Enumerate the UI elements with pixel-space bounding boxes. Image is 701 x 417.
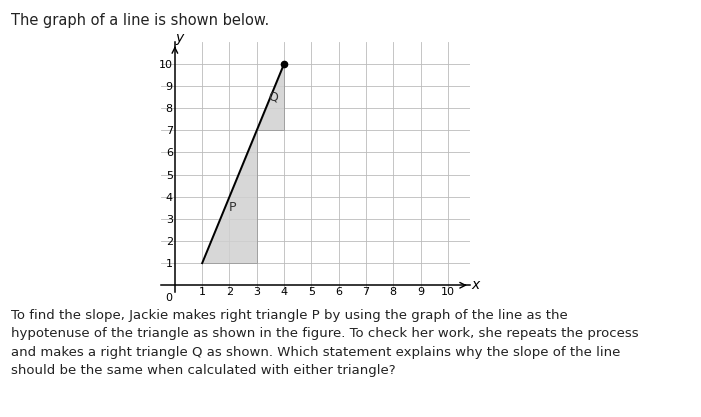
Polygon shape [202, 130, 257, 263]
Text: x: x [471, 278, 479, 292]
Text: The graph of a line is shown below.: The graph of a line is shown below. [11, 13, 268, 28]
Text: To find the slope, Jackie makes right triangle P by using the graph of the line : To find the slope, Jackie makes right tr… [11, 309, 638, 377]
Text: P: P [229, 201, 236, 214]
Text: 0: 0 [165, 293, 172, 303]
Text: Q: Q [268, 90, 278, 103]
Polygon shape [257, 64, 284, 130]
Text: y: y [175, 31, 183, 45]
